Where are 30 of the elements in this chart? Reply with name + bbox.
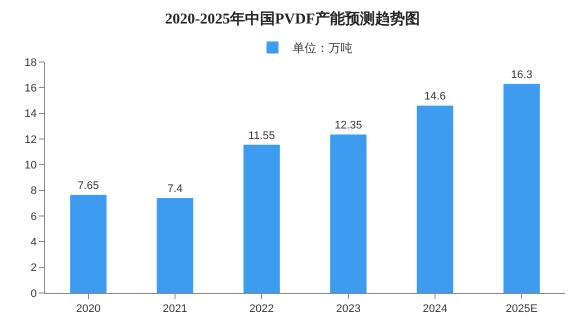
chart-title: 2020-2025年中国PVDF产能预测趋势图 [165,10,420,28]
y-tick-label: 4 [30,236,37,249]
y-tick-label: 0 [30,288,37,300]
bar [330,134,367,293]
y-tick-label: 8 [30,185,37,198]
data-label: 14.6 [424,90,446,103]
data-label: 7.65 [78,180,100,192]
y-tick-label: 2 [30,262,37,274]
bar [70,194,107,293]
bar [156,198,194,293]
bar [243,144,280,293]
y-tick-label: 10 [24,160,37,172]
x-tick-label: 2021 [162,303,188,316]
legend-label: 单位：万吨 [292,41,352,56]
y-tick-label: 16 [24,82,37,95]
data-label: 16.3 [510,68,532,81]
y-tick-label: 18 [24,56,37,69]
x-tick-label: 2020 [76,303,101,316]
x-tick-label: 2022 [249,303,274,316]
y-tick-label: 12 [24,134,37,146]
bar [416,106,454,293]
data-label: 7.4 [167,183,183,196]
y-tick-label: 14 [24,108,37,120]
y-tick-label: 6 [30,210,37,223]
x-tick-label: 2025E [506,303,538,316]
bar [503,84,540,293]
x-tick-label: 2024 [422,303,448,316]
data-label: 11.55 [248,130,276,142]
x-tick-label: 2023 [336,303,361,316]
data-label: 12.35 [334,120,362,132]
